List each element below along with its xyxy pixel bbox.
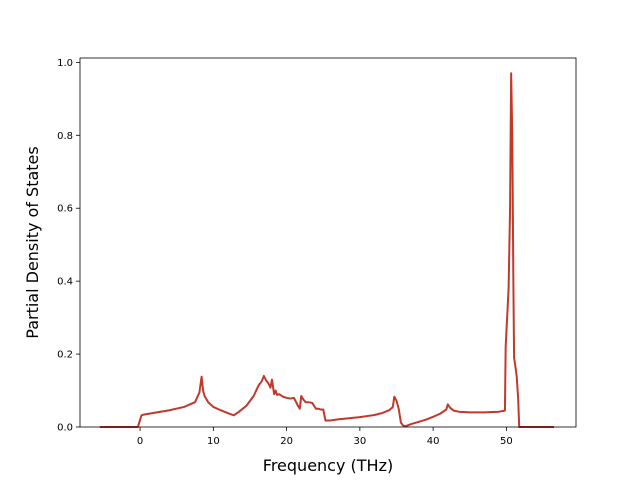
x-tick-label: 40 [427,436,440,447]
y-tick-label: 1.0 [57,58,73,69]
plot-background [80,58,576,427]
x-tick-label: 30 [354,436,367,447]
y-axis: 0.0 0.2 0.4 0.6 0.8 1.0 [57,58,80,434]
series-layer [99,72,555,428]
y-tick-label: 0.4 [57,277,73,288]
x-tick-label: 10 [207,436,220,447]
x-axis-title: Frequency (THz) [263,456,393,475]
y-tick-label: 0.0 [57,423,73,434]
x-tick-label: 20 [280,436,293,447]
series-line-0 [99,72,555,428]
x-axis: 0 10 20 30 40 50 [137,427,513,447]
plot-frame [79,57,577,428]
y-tick-label: 0.8 [57,131,73,142]
y-tick-label: 0.2 [57,350,73,361]
y-axis-title: Partial Density of States [23,146,42,338]
y-tick-label: 0.6 [57,204,73,215]
x-tick-label: 0 [137,436,143,447]
x-tick-label: 50 [500,436,513,447]
